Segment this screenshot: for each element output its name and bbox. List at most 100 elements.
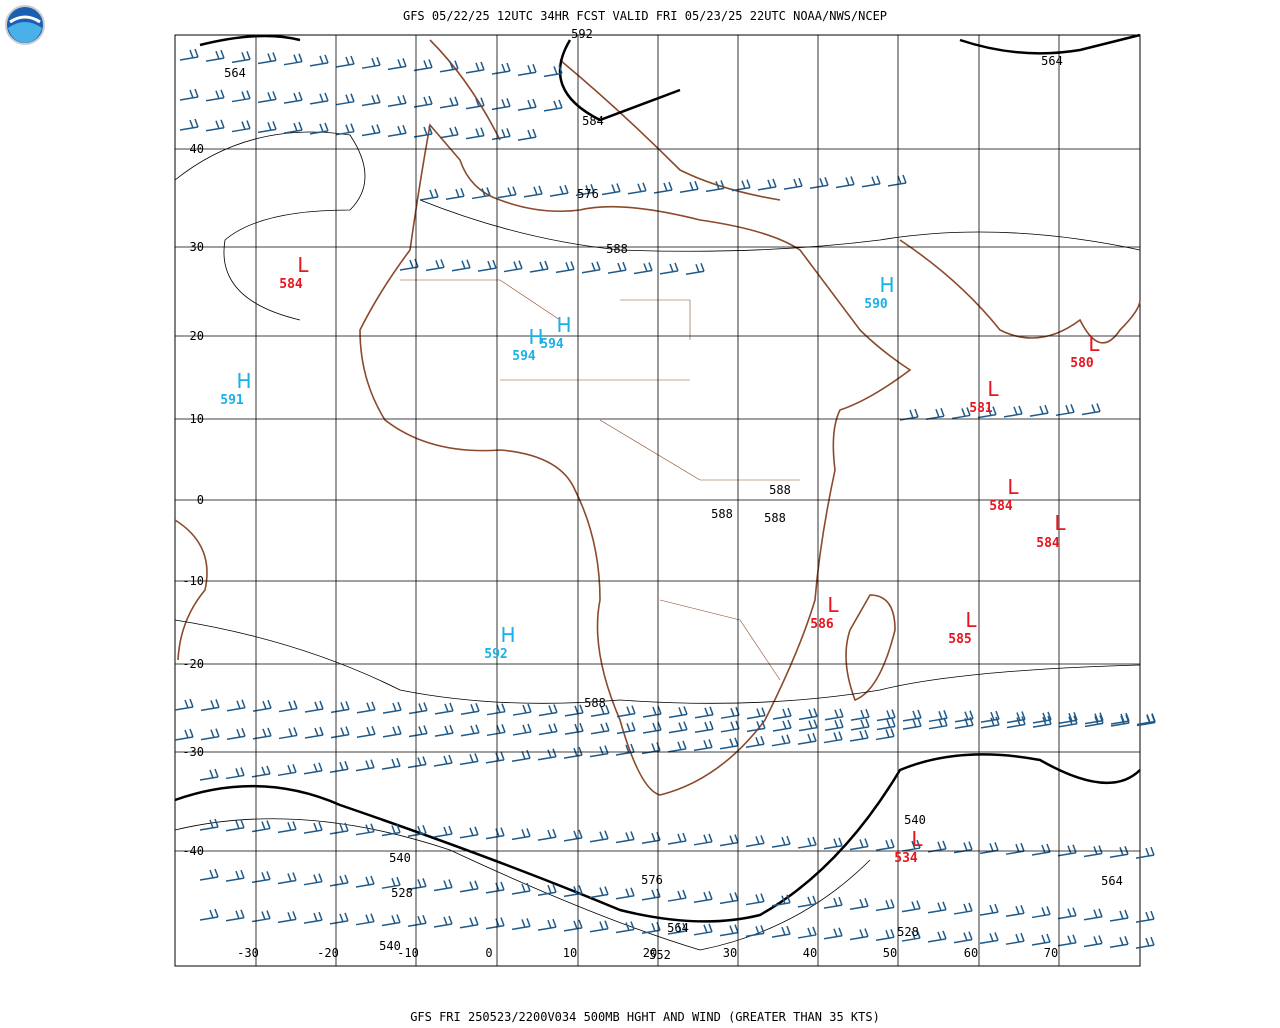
wind-barb [1135,910,1155,923]
wind-barb [980,716,1000,729]
wind-barb [433,879,453,892]
wind-barb [382,701,402,714]
wind-barb [407,914,427,927]
wind-barb [511,882,531,895]
wind-barb [823,896,843,909]
wind-barb [563,885,583,898]
wind-barb [798,719,818,732]
wind-barb [356,726,376,739]
wind-barb [459,880,479,893]
wind-barb [925,407,945,420]
wind-barb [226,727,246,740]
contour-label: 588 [711,507,733,521]
wind-barb [179,48,199,61]
wind-barb [1057,844,1077,857]
wind-barb [399,258,419,271]
center-value: 584 [1036,536,1060,551]
wind-barb [278,700,298,713]
wind-barb [205,89,225,102]
wind-barb [563,829,583,842]
wind-barb [355,759,375,772]
contour-label: 576 [641,873,663,887]
wind-barb [445,187,465,200]
wind-barb [355,913,375,926]
noaa-logo [5,5,45,45]
wind-barb [486,724,506,737]
wind-barb [537,883,557,896]
wind-barb [667,889,687,902]
wind-barb [823,927,843,940]
wind-barb [850,708,870,721]
wind-barb [459,826,479,839]
wind-barb [875,839,895,852]
center-symbol: L [827,593,839,617]
wind-barb [355,823,375,836]
center-symbol: H [556,313,571,337]
lon-label: 60 [964,946,978,960]
wind-barb [875,929,895,942]
contour-label: 564 [224,66,246,80]
wind-barb [381,757,401,770]
wind-barb [731,179,751,192]
wind-barb [251,871,271,884]
wind-barb [927,901,947,914]
wind-barb [512,703,532,716]
wind-barb [979,932,999,945]
wind-barb [433,825,453,838]
wind-barb [693,923,713,936]
wind-barb [589,745,609,758]
map-footer: GFS FRI 250523/2200V034 500MB HGHT AND W… [410,1010,880,1024]
wind-barb [564,722,584,735]
wind-barb [465,97,485,110]
wind-barb [459,916,479,929]
wind-barb [485,881,505,894]
wind-barb [503,260,523,273]
wind-barb [641,921,661,934]
center-symbol: L [911,827,923,851]
wind-barb [356,701,376,714]
wind-barb [485,751,505,764]
wind-barb [433,754,453,767]
wind-barb [335,55,355,68]
wind-barb [491,98,511,111]
contour-label: 588 [769,483,791,497]
wind-barb [745,893,765,906]
wind-barb [413,95,433,108]
wind-barb [901,929,921,942]
wind-barb [693,890,713,903]
wind-barb [927,840,947,853]
wind-barb [485,827,505,840]
wind-barb [200,728,220,741]
wind-barb [231,51,251,64]
wind-barb [616,722,636,735]
wind-barb [419,188,439,201]
wind-barb [899,408,919,421]
wind-barb [199,868,219,881]
wind-barb [1058,711,1078,724]
wind-barbs [174,48,1156,949]
wind-barb [329,760,349,773]
wind-barb [745,925,765,938]
wind-barb [335,123,355,136]
wind-barb [205,49,225,62]
wind-barb [543,99,563,112]
wind-barb [667,740,687,753]
wind-barb [1005,932,1025,945]
wind-barb [330,726,350,739]
wind-barb [1083,908,1103,921]
wind-barb [538,723,558,736]
wind-barb [564,704,584,717]
wind-barb [875,899,895,912]
wind-barb [589,920,609,933]
wind-barb [1006,711,1026,724]
wind-barb [668,706,688,719]
contour-label: 588 [584,696,606,710]
map-frame [174,34,1141,967]
wind-barb [824,708,844,721]
wind-barb [413,125,433,138]
wind-barb [304,726,324,739]
wind-barb [537,748,557,761]
wind-barb [1031,933,1051,946]
wind-barb [772,719,792,732]
wind-barb [329,874,349,887]
